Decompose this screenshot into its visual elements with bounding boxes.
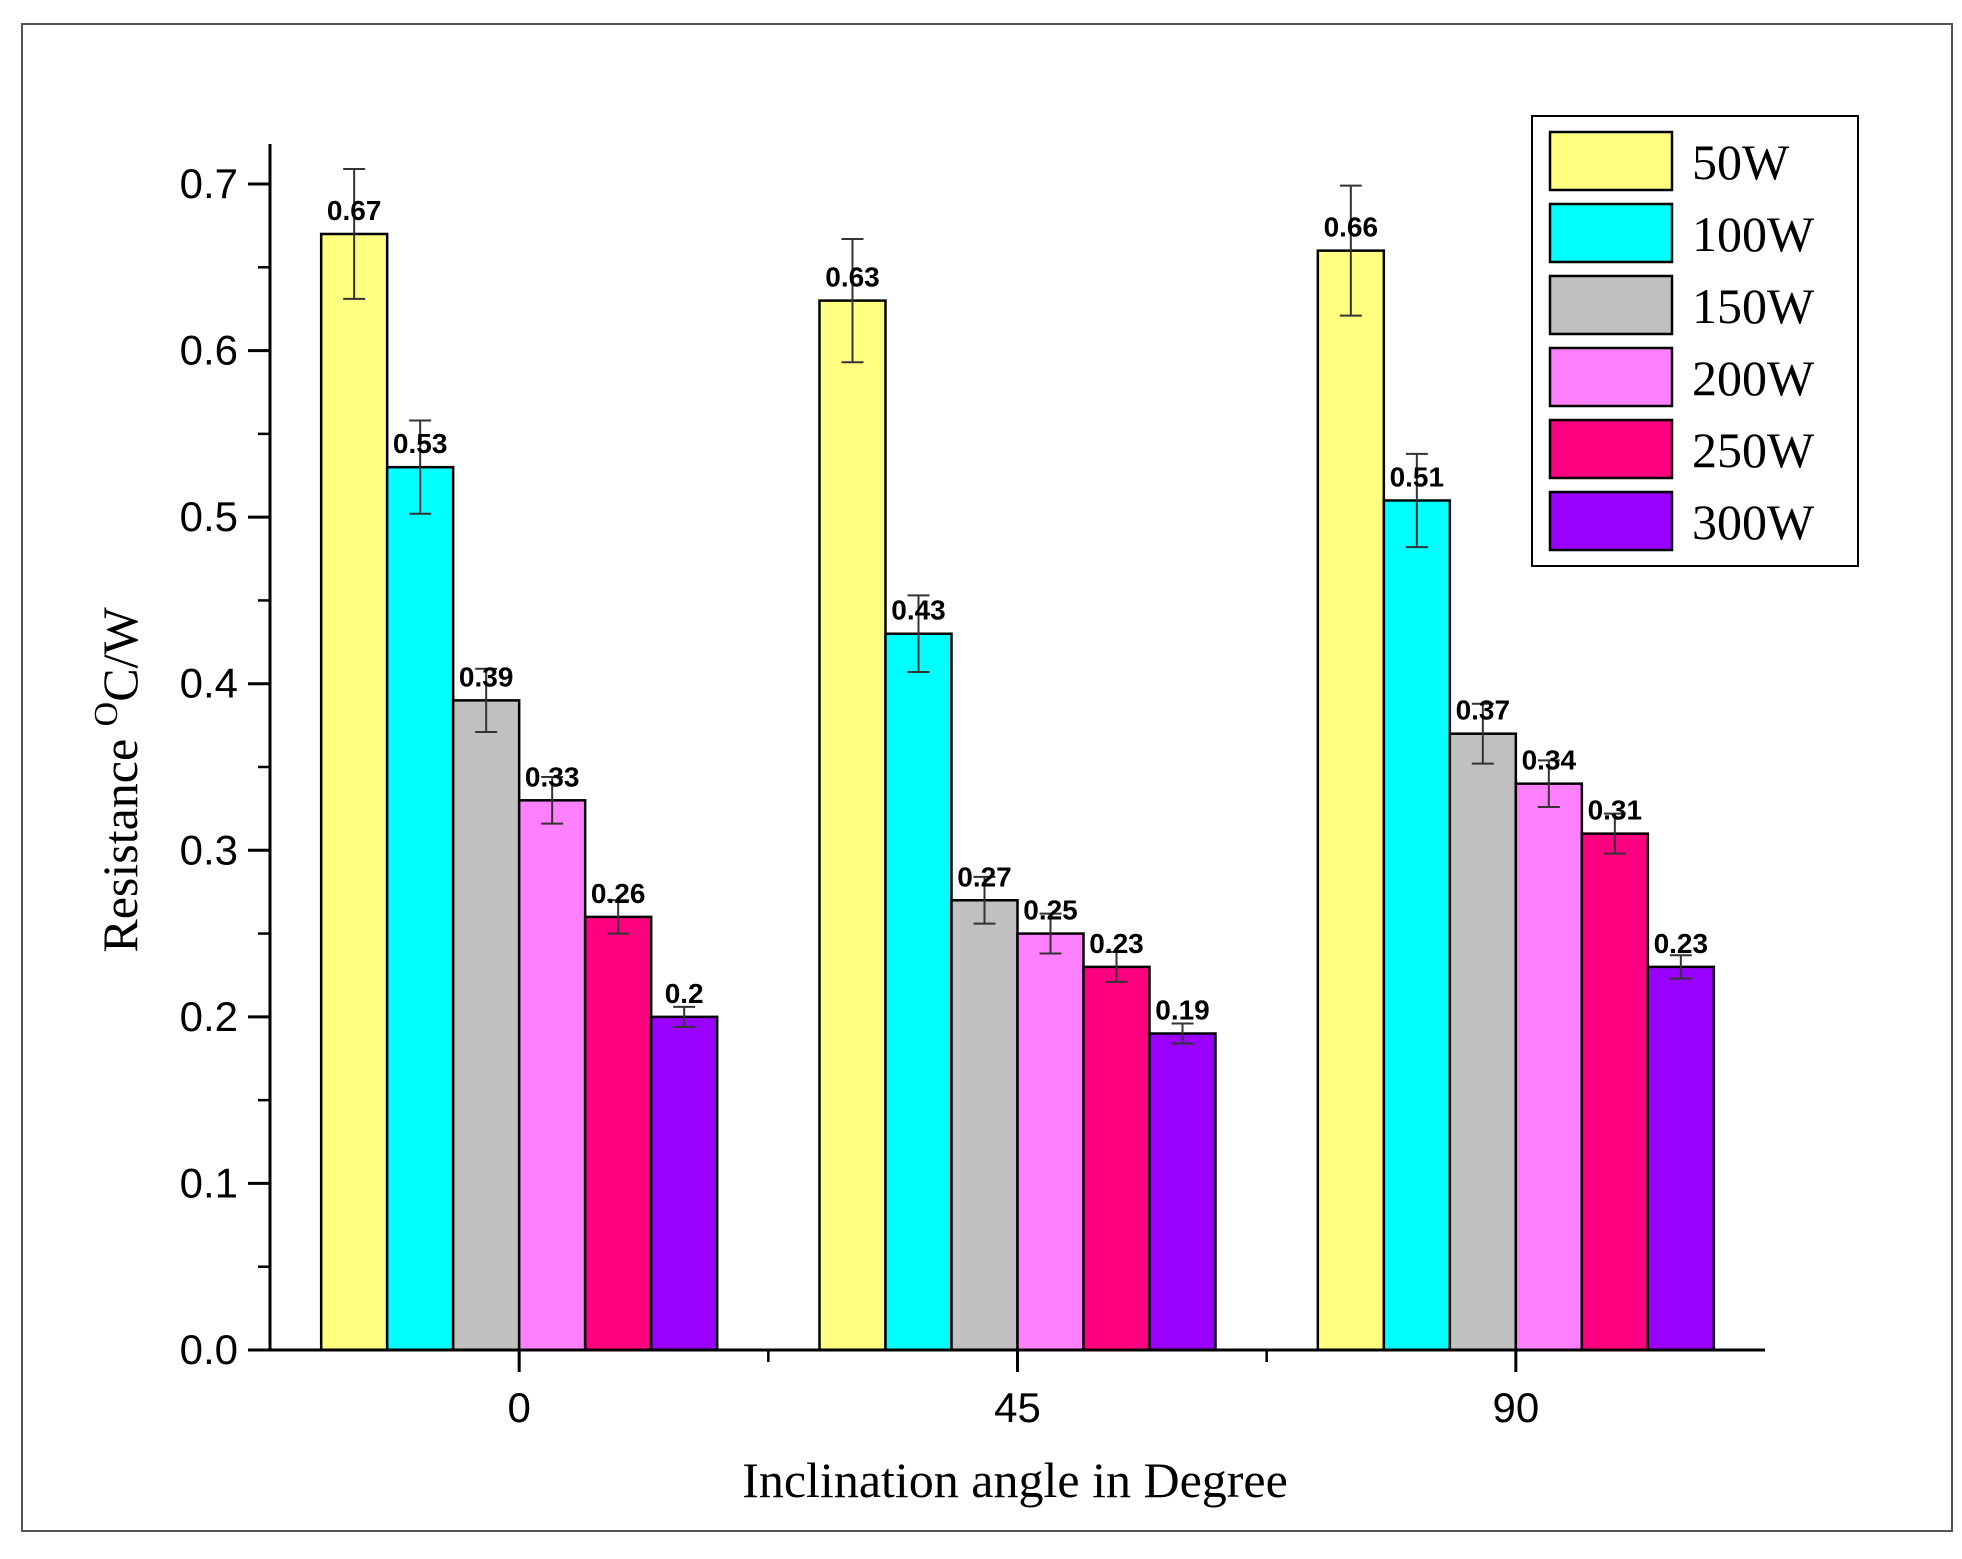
error-bar-100W-45 (907, 594, 930, 674)
error-bar-250W-0 (607, 899, 630, 935)
data-label-200W-45: 0.25 (1023, 895, 1078, 926)
bar-250W-45 (1082, 965, 1151, 1352)
error-bar-150W-0 (475, 667, 498, 734)
data-label-150W-0: 0.39 (459, 661, 514, 692)
error-bar-150W-45 (973, 875, 996, 925)
y-tick-label: 0.2 (180, 993, 238, 1040)
error-bar-100W-0 (409, 419, 432, 515)
y-axis-title-prefix: Resistance (92, 726, 148, 952)
legend-swatch-250W (1548, 418, 1674, 480)
bar-200W-45 (1016, 932, 1085, 1352)
data-label-50W-0: 0.67 (327, 195, 382, 226)
bar-200W-0 (517, 799, 587, 1352)
error-bar-250W-90 (1603, 812, 1626, 855)
legend-swatch-50W (1548, 130, 1674, 192)
y-axis-title-suffix: C/W (92, 607, 148, 702)
legend-swatch-150W (1548, 274, 1674, 336)
error-bar-300W-45 (1171, 1022, 1194, 1045)
y-tick-label: 0.3 (180, 826, 238, 873)
legend: 50W 100W 150W 200W 250W 300W (1531, 115, 1859, 567)
data-label-300W-45: 0.19 (1155, 995, 1210, 1026)
x-axis-title: Inclination angle in Degree (742, 1452, 1288, 1508)
bar-100W-90 (1382, 499, 1452, 1352)
legend-label-300W: 300W (1692, 494, 1815, 550)
data-label-100W-45: 0.43 (891, 595, 946, 626)
data-label-200W-90: 0.34 (1522, 745, 1577, 776)
error-bar-200W-45 (1039, 912, 1062, 955)
data-label-250W-0: 0.26 (591, 878, 646, 909)
y-tick-label: 0.0 (180, 1326, 238, 1373)
error-bar-200W-0 (541, 775, 564, 825)
x-tick-label-90: 90 (1492, 1384, 1539, 1431)
bar-300W-45 (1148, 1032, 1217, 1352)
bar-150W-90 (1448, 732, 1518, 1352)
bar-300W-90 (1646, 965, 1716, 1352)
x-tick-label-0: 0 (507, 1384, 530, 1431)
data-label-50W-45: 0.63 (825, 262, 880, 293)
error-bar-200W-90 (1537, 759, 1560, 808)
bar-100W-45 (884, 632, 953, 1352)
bar-250W-90 (1580, 832, 1650, 1352)
y-axis-title-sup: O (88, 702, 125, 727)
data-label-300W-90: 0.23 (1654, 928, 1709, 959)
y-axis-title: Resistance OC/W (88, 607, 148, 953)
y-tick-label: 0.1 (180, 1159, 238, 1206)
axes-layer: 0.0 0.1 0.2 0.3 0.4 0.5 0.6 0.7 0 45 90 (180, 144, 1765, 1431)
legend-swatch-100W (1548, 202, 1674, 264)
error-bar-300W-90 (1669, 954, 1692, 980)
data-label-100W-90: 0.51 (1390, 461, 1445, 492)
y-tick-label: 0.7 (180, 160, 238, 207)
error-bar-50W-45 (841, 237, 864, 364)
data-label-150W-45: 0.27 (957, 861, 1012, 892)
legend-label-150W: 150W (1692, 278, 1815, 334)
data-label-100W-0: 0.53 (393, 428, 448, 459)
error-bar-300W-0 (673, 1005, 696, 1028)
error-bar-250W-45 (1105, 950, 1128, 983)
data-label-250W-90: 0.31 (1588, 795, 1643, 826)
data-label-50W-90: 0.66 (1324, 212, 1379, 243)
legend-swatch-300W (1548, 490, 1674, 552)
bar-300W-0 (649, 1015, 719, 1352)
bar-50W-45 (818, 299, 887, 1352)
bar-100W-0 (385, 465, 455, 1352)
data-label-250W-45: 0.23 (1089, 928, 1144, 959)
bars-layer: 0.67 0.53 0.39 0.33 0.26 0.2 0.63 0.43 0.27 0.25 0… (319, 168, 1716, 1352)
legend-label-50W: 50W (1692, 134, 1790, 190)
y-tick-label: 0.4 (180, 660, 238, 707)
legend-label-200W: 200W (1692, 350, 1815, 406)
data-label-300W-0: 0.2 (665, 978, 704, 1009)
y-tick-label: 0.5 (180, 493, 238, 540)
legend-swatch-200W (1548, 346, 1674, 408)
bar-250W-0 (583, 915, 653, 1352)
x-tick-label-45: 45 (994, 1384, 1041, 1431)
y-tick-label: 0.6 (180, 327, 238, 374)
bar-50W-0 (319, 232, 389, 1352)
error-bar-50W-90 (1339, 184, 1362, 317)
error-bar-50W-0 (343, 168, 366, 300)
legend-label-100W: 100W (1692, 206, 1815, 262)
bar-150W-45 (950, 899, 1019, 1352)
data-label-200W-0: 0.33 (525, 761, 580, 792)
bar-200W-90 (1514, 782, 1584, 1352)
error-bar-150W-90 (1471, 702, 1494, 765)
legend-label-250W: 250W (1692, 422, 1815, 478)
bar-150W-0 (451, 699, 521, 1352)
error-bar-100W-90 (1405, 452, 1428, 549)
bar-50W-90 (1316, 249, 1386, 1352)
data-label-150W-90: 0.37 (1456, 695, 1511, 726)
